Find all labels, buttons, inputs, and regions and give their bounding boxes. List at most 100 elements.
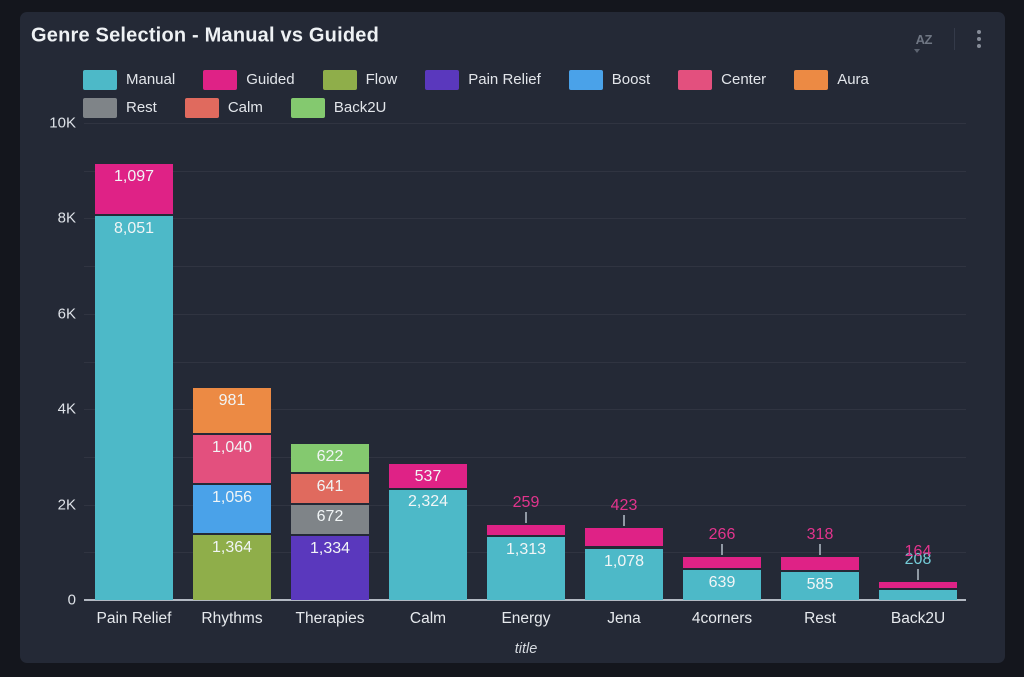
legend-item-flow[interactable]: Flow	[322, 69, 398, 90]
bar-value-label: 423	[610, 497, 638, 514]
bar-segment-manual[interactable]: 8,051	[95, 216, 173, 600]
bar-segment-manual[interactable]: 1,078	[585, 549, 663, 600]
legend-label: Pain Relief	[468, 71, 541, 88]
legend-item-aura[interactable]: Aura	[794, 69, 869, 90]
bar-value-label: 2,324	[407, 493, 449, 510]
legend-label: Guided	[246, 71, 295, 88]
bar-value-label: 259	[512, 494, 540, 511]
gridline	[84, 409, 966, 410]
gridline	[84, 218, 966, 219]
gridline	[84, 314, 966, 315]
bar-value-label: 208	[904, 551, 932, 568]
x-axis-category-label: Calm	[409, 610, 447, 627]
bar-value-label: 672	[316, 508, 344, 525]
legend-item-center[interactable]: Center	[678, 69, 766, 90]
value-callout-line	[623, 515, 625, 526]
bar-value-label: 641	[316, 478, 344, 495]
bar-segment-boost[interactable]: 1,056	[193, 485, 271, 535]
bar-segment-manual[interactable]	[879, 590, 957, 600]
sort-az-icon[interactable]: AZ	[910, 30, 938, 53]
panel-header-actions: AZ	[910, 25, 987, 53]
x-axis-category-label: Pain Relief	[96, 610, 172, 627]
legend-item-rest[interactable]: Rest	[83, 97, 157, 118]
bar-segment-guided[interactable]: 1,097	[95, 164, 173, 216]
x-axis-category-label: 4corners	[691, 610, 753, 627]
gridline	[84, 457, 966, 458]
bar-segment-guided[interactable]	[585, 528, 663, 548]
legend-swatch	[425, 69, 460, 90]
legend-swatch	[678, 69, 713, 90]
legend-label: Rest	[126, 99, 157, 116]
bar-segment-guided[interactable]	[683, 557, 761, 570]
bar-value-label: 1,078	[603, 553, 645, 570]
bar-segment-guided[interactable]: 537	[389, 464, 467, 490]
gridline	[84, 123, 966, 124]
legend: Manual Guided Flow Pain Relief Boost Center Au…	[83, 69, 967, 118]
legend-swatch	[322, 69, 357, 90]
gridline	[84, 505, 966, 506]
bar-value-label: 1,097	[113, 168, 155, 185]
y-axis-tick-label: 0	[67, 591, 76, 609]
bar-segment-manual[interactable]: 2,324	[389, 489, 467, 600]
bar-segment-manual[interactable]: 1,313	[487, 537, 565, 600]
legend-item-guided[interactable]: Guided	[203, 69, 295, 90]
x-axis-category-label: Therapies	[295, 610, 365, 627]
bar-value-label: 639	[708, 574, 736, 591]
legend-swatch	[568, 69, 603, 90]
bar-value-label: 1,334	[309, 540, 351, 557]
bar-value-label: 1,313	[505, 541, 547, 558]
bar-value-label: 1,040	[211, 439, 253, 456]
y-axis-tick-label: 6K	[57, 305, 76, 323]
x-axis-title: title	[514, 641, 538, 657]
bar-segment-center[interactable]: 1,040	[193, 435, 271, 485]
x-axis-category-label: Rest	[804, 610, 836, 627]
legend-label: Manual	[126, 71, 176, 88]
gridline	[84, 171, 966, 172]
bar-segment-guided[interactable]	[879, 582, 957, 590]
legend-item-back2u[interactable]: Back2U	[290, 97, 387, 118]
bar-segment-rest[interactable]: 672	[291, 504, 369, 536]
panel-title: Genre Selection - Manual vs Guided	[31, 24, 379, 47]
bar-segment-manual[interactable]: 585	[781, 572, 859, 600]
legend-label: Calm	[227, 99, 263, 116]
legend-item-manual[interactable]: Manual	[83, 69, 175, 90]
bar-value-label: 266	[708, 526, 736, 543]
legend-item-calm[interactable]: Calm	[184, 97, 263, 118]
y-axis-tick-label: 8K	[57, 209, 76, 227]
legend-label: Aura	[837, 71, 869, 88]
legend-swatch	[83, 69, 117, 90]
bar-value-label: 1,056	[211, 489, 253, 506]
legend-label: Flow	[365, 71, 398, 88]
bar-segment-calm[interactable]: 641	[291, 474, 369, 505]
legend-label: Center	[721, 71, 767, 88]
bar-segment-pain-relief[interactable]: 1,334	[291, 536, 369, 600]
bar-segment-back2u[interactable]: 622	[291, 444, 369, 474]
bar-value-label: 164	[904, 543, 932, 560]
kebab-menu-icon[interactable]	[971, 25, 987, 53]
x-axis-category-label: Energy	[501, 610, 551, 627]
legend-swatch	[794, 69, 829, 90]
x-axis-category-label: Jena	[607, 610, 641, 627]
gridline	[84, 362, 966, 363]
legend-swatch	[184, 97, 219, 118]
bar-segment-manual[interactable]: 639	[683, 570, 761, 600]
bar-segment-aura[interactable]: 981	[193, 388, 271, 435]
legend-swatch	[290, 97, 325, 118]
legend-item-boost[interactable]: Boost	[568, 69, 650, 90]
legend-swatch	[203, 69, 238, 90]
value-callout-line	[917, 569, 919, 580]
x-axis-category-label: Rhythms	[201, 610, 263, 627]
legend-item-pain-relief[interactable]: Pain Relief	[425, 69, 541, 90]
bar-segment-guided[interactable]	[781, 557, 859, 572]
sort-az-label: AZ	[915, 31, 933, 47]
bar-value-label: 318	[806, 526, 834, 543]
bar-value-label: 537	[414, 468, 442, 485]
bar-value-label: 1,364	[211, 539, 253, 556]
chart-panel: Genre Selection - Manual vs Guided AZ Ma…	[20, 12, 1005, 663]
legend-swatch	[83, 97, 117, 118]
x-axis-line	[84, 599, 966, 601]
legend-label: Back2U	[333, 99, 387, 116]
bar-segment-flow[interactable]: 1,364	[193, 535, 271, 600]
gridline	[84, 266, 966, 267]
bar-segment-guided[interactable]	[487, 525, 565, 537]
